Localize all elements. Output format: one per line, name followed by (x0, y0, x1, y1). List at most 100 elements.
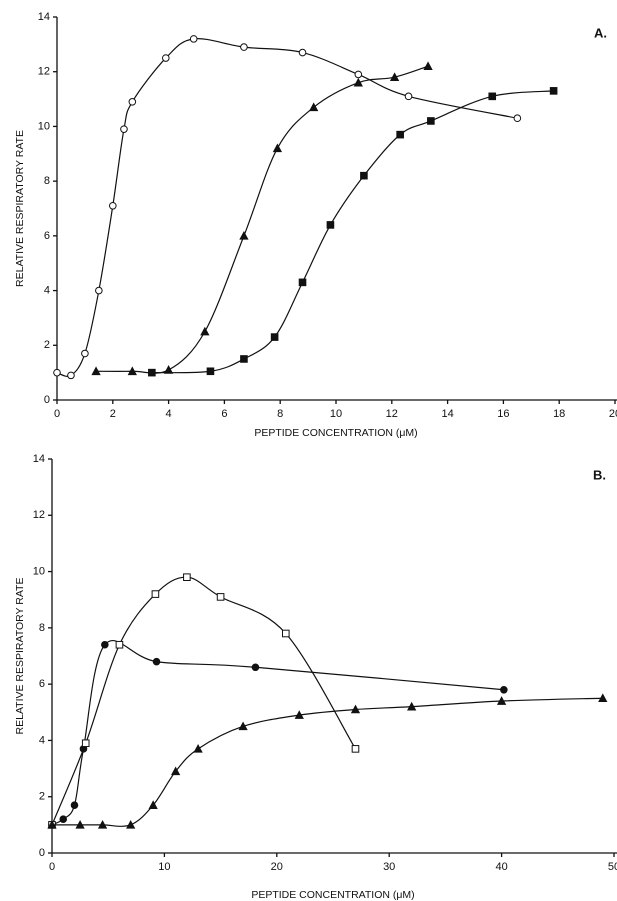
curve (51, 576, 356, 826)
marker (239, 230, 249, 240)
curve (56, 38, 518, 377)
x-tick-label: 10 (158, 861, 170, 873)
marker (407, 701, 417, 711)
marker (309, 102, 319, 112)
y-tick-label: 6 (44, 230, 50, 242)
x-tick-label: 8 (277, 408, 283, 420)
marker (389, 72, 400, 81)
x-tick-label: 20 (271, 861, 283, 873)
x-axis-label: PEPTIDE CONCENTRATION (μM) (254, 427, 417, 439)
x-tick-label: 6 (221, 408, 227, 420)
axes (51, 459, 617, 854)
x-tick-label: 50 (608, 861, 617, 873)
marker (148, 368, 156, 377)
y-tick-label: 14 (33, 453, 45, 465)
marker (353, 77, 363, 87)
marker (488, 92, 497, 101)
marker (148, 800, 158, 809)
marker (183, 573, 191, 582)
marker (351, 745, 360, 753)
marker (127, 366, 137, 376)
marker (240, 355, 248, 363)
marker (496, 696, 507, 705)
marker (270, 333, 279, 341)
marker (75, 819, 85, 829)
marker (189, 35, 198, 43)
y-tick-label: 8 (39, 622, 45, 634)
y-axis-label: RELATIVE RESPIRATORY RATE (14, 578, 26, 735)
x-tick-label: 30 (383, 861, 395, 873)
y-tick-label: 0 (44, 394, 50, 406)
marker (200, 326, 210, 336)
marker (70, 801, 79, 809)
marker (115, 640, 124, 649)
marker (326, 221, 335, 229)
marker (360, 171, 368, 180)
y-tick-label: 12 (38, 66, 50, 78)
marker (298, 278, 307, 287)
marker (59, 815, 68, 824)
y-tick-label: 8 (44, 175, 50, 187)
marker (598, 693, 608, 703)
marker (354, 70, 363, 79)
marker (193, 744, 203, 753)
marker (206, 367, 215, 376)
y-axis-label: RELATIVE RESPIRATORY RATE (14, 130, 26, 287)
x-tick-label: 0 (49, 861, 55, 873)
x-tick-label: 20 (609, 408, 617, 420)
x-tick-label: 2 (110, 408, 116, 420)
marker (549, 87, 558, 95)
y-tick-label: 2 (44, 339, 50, 351)
x-tick-label: 40 (495, 861, 507, 873)
marker (281, 629, 290, 638)
x-tick-label: 14 (441, 408, 453, 420)
curve (151, 90, 554, 374)
marker (298, 48, 307, 57)
y-tick-label: 10 (33, 565, 45, 577)
x-tick-label: 12 (386, 408, 398, 420)
panel-label: B. (593, 467, 606, 482)
marker (238, 721, 248, 731)
marker (81, 739, 90, 748)
marker (128, 98, 137, 106)
y-tick-label: 4 (44, 284, 50, 296)
y-tick-label: 0 (39, 847, 45, 859)
marker (171, 766, 181, 776)
panel-label: A. (594, 25, 607, 40)
marker (423, 61, 433, 71)
marker (53, 368, 61, 377)
axes (56, 17, 617, 401)
marker (67, 371, 75, 380)
y-tick-label: 2 (39, 791, 45, 803)
marker (240, 43, 248, 51)
marker (152, 657, 161, 666)
marker (91, 366, 101, 376)
marker (272, 143, 283, 153)
curve (51, 639, 504, 826)
marker (109, 201, 117, 210)
x-tick-label: 16 (497, 408, 509, 420)
marker (513, 114, 522, 123)
marker (97, 819, 108, 829)
marker (396, 130, 404, 139)
y-tick-label: 6 (39, 678, 45, 690)
marker (500, 685, 508, 694)
marker (404, 92, 413, 101)
marker (47, 819, 57, 829)
x-tick-label: 18 (553, 408, 565, 420)
marker (120, 125, 128, 133)
y-tick-label: 10 (38, 120, 50, 132)
x-tick-label: 10 (330, 408, 342, 420)
y-tick-label: 12 (33, 509, 45, 521)
marker (81, 349, 89, 358)
curve (52, 697, 603, 827)
marker (427, 117, 435, 125)
marker (101, 640, 109, 649)
x-tick-label: 0 (54, 408, 60, 420)
marker (350, 704, 361, 714)
x-axis-label: PEPTIDE CONCENTRATION (μM) (251, 889, 414, 901)
marker (251, 663, 260, 672)
y-tick-label: 14 (38, 11, 50, 23)
curve (96, 65, 429, 374)
